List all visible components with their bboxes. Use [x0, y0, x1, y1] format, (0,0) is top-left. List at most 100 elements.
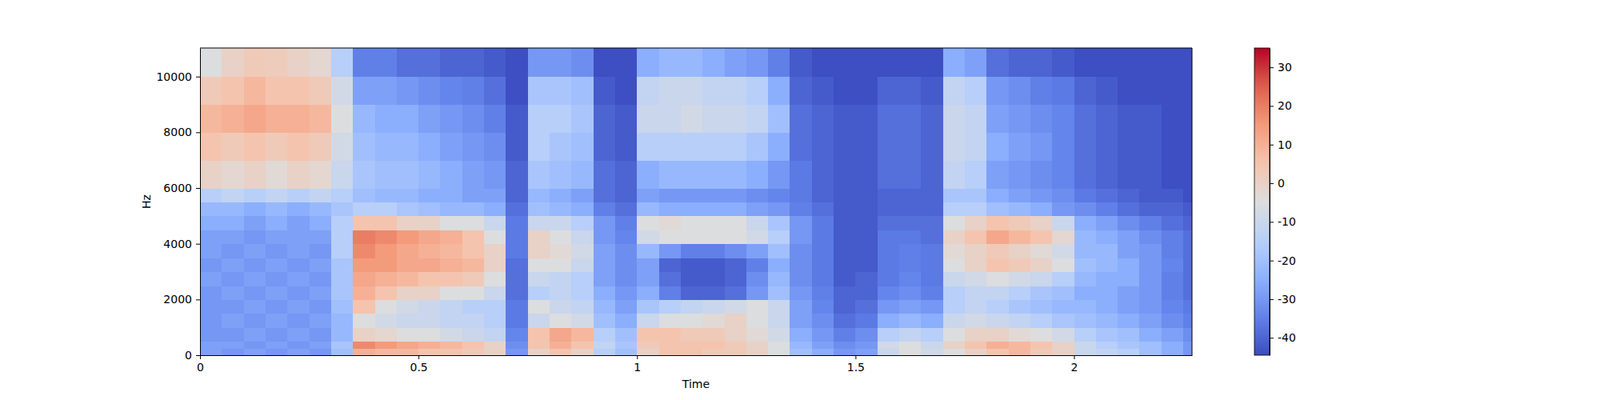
- cell: [440, 188, 463, 203]
- cell: [505, 327, 528, 342]
- cell: [287, 327, 310, 342]
- cell: [789, 104, 812, 133]
- tick-mark: [1269, 105, 1274, 107]
- cell: [331, 160, 354, 188]
- cell: [768, 76, 791, 105]
- cell: [571, 201, 594, 216]
- cell: [1030, 132, 1053, 160]
- cell: [920, 272, 944, 287]
- cell: [418, 327, 441, 342]
- cell: [287, 188, 310, 203]
- cell: [244, 188, 267, 203]
- cell: [396, 76, 420, 105]
- cell: [659, 188, 682, 203]
- cell: [680, 104, 704, 133]
- cell: [396, 188, 420, 203]
- cell: [789, 48, 812, 77]
- cell: [659, 216, 682, 231]
- cell: [440, 132, 463, 160]
- tick-mark: [1269, 299, 1274, 300]
- cell: [615, 285, 638, 300]
- cell: [221, 327, 244, 342]
- cell: [549, 348, 572, 356]
- cell: [244, 285, 267, 300]
- cell: [1183, 76, 1192, 105]
- cell: [724, 348, 748, 356]
- cell: [746, 48, 769, 77]
- cell: [1008, 216, 1032, 231]
- x-axis-title: Time: [681, 377, 710, 391]
- cell: [680, 327, 704, 342]
- cell: [352, 348, 376, 356]
- cell: [1183, 341, 1192, 349]
- cell: [659, 244, 682, 259]
- cell: [833, 229, 856, 244]
- cell: [375, 76, 398, 105]
- cell: [724, 188, 748, 203]
- cell: [287, 76, 310, 105]
- cell: [505, 229, 528, 244]
- cell: [768, 257, 791, 272]
- cell: [768, 160, 791, 188]
- cell: [309, 299, 332, 314]
- cell: [1052, 257, 1075, 272]
- colorbar: [1254, 48, 1270, 356]
- cell: [287, 285, 310, 300]
- cell: [484, 216, 507, 231]
- cell: [200, 327, 223, 342]
- cell: [440, 341, 463, 349]
- cell: [659, 229, 682, 244]
- axis-line: [200, 48, 201, 356]
- cell: [1183, 257, 1192, 272]
- cell: [200, 229, 223, 244]
- cell: [724, 285, 748, 300]
- tick: -30: [1269, 292, 1296, 306]
- cell: [549, 160, 572, 188]
- cell: [855, 257, 878, 272]
- cell: [221, 188, 244, 203]
- cell: [1052, 201, 1075, 216]
- cell: [702, 244, 725, 259]
- cell: [812, 201, 835, 216]
- cell: [418, 76, 441, 105]
- cell: [1183, 160, 1192, 188]
- cell: [1030, 188, 1053, 203]
- cell: [768, 216, 791, 231]
- cell: [899, 160, 922, 188]
- cell: [200, 257, 223, 272]
- cell: [1161, 257, 1184, 272]
- cell: [593, 48, 616, 77]
- cell: [396, 216, 420, 231]
- tick: 0: [184, 348, 200, 362]
- cell: [1161, 348, 1184, 356]
- cell: [812, 160, 835, 188]
- cell: [1074, 188, 1097, 203]
- cell: [964, 216, 988, 231]
- cell: [352, 327, 376, 342]
- cell: [680, 244, 704, 259]
- cell: [964, 285, 988, 300]
- cell: [549, 313, 572, 328]
- cell: [659, 48, 682, 77]
- cell: [1030, 272, 1053, 287]
- cell: [440, 104, 463, 133]
- cell: [833, 341, 856, 349]
- cell: [659, 160, 682, 188]
- cell: [549, 104, 572, 133]
- cell: [746, 299, 769, 314]
- cell: [352, 285, 376, 300]
- cell: [986, 299, 1009, 314]
- cell: [943, 341, 966, 349]
- cell: [528, 216, 551, 231]
- cell: [1074, 132, 1097, 160]
- cell: [812, 76, 835, 105]
- cell: [1008, 76, 1032, 105]
- cell: [724, 341, 748, 349]
- cell: [418, 48, 441, 77]
- tick: 10: [1269, 138, 1292, 152]
- cell: [221, 216, 244, 231]
- cell: [571, 272, 594, 287]
- cell: [396, 348, 420, 356]
- cell: [899, 257, 922, 272]
- cell: [287, 160, 310, 188]
